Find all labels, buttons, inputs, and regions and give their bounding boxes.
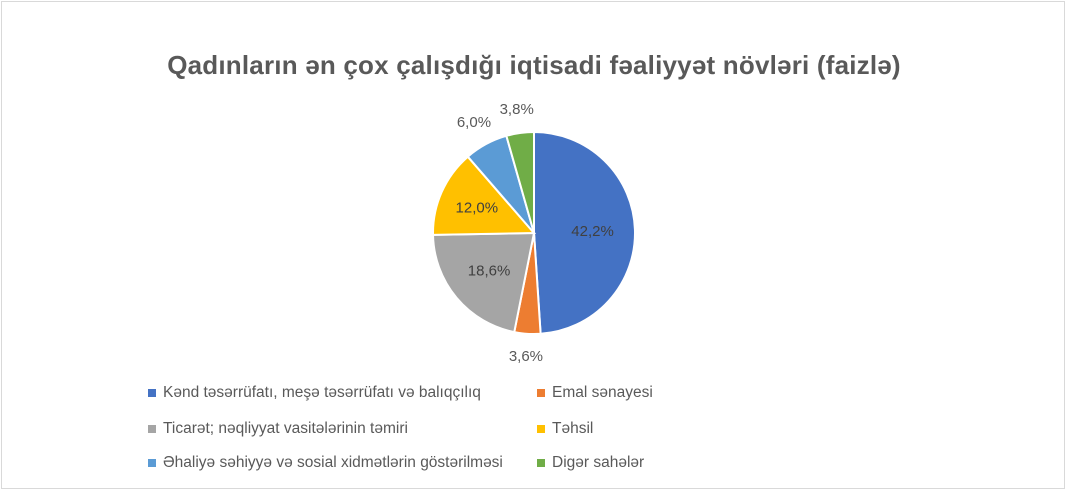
pie-slice [431,231,536,334]
pie-slice [505,130,535,234]
data-label: 18,6% [468,263,511,280]
chart-title: Qadınların ən çox çalışdığı iqtisadi fəa… [167,50,901,80]
data-label: 3,6% [509,348,543,365]
data-label: 12,0% [456,200,499,217]
pie-slice [533,130,636,335]
data-label: 6,0% [457,114,491,131]
data-label: 42,2% [571,223,614,240]
data-label: 3,8% [500,101,534,118]
pie-slice [432,155,537,236]
